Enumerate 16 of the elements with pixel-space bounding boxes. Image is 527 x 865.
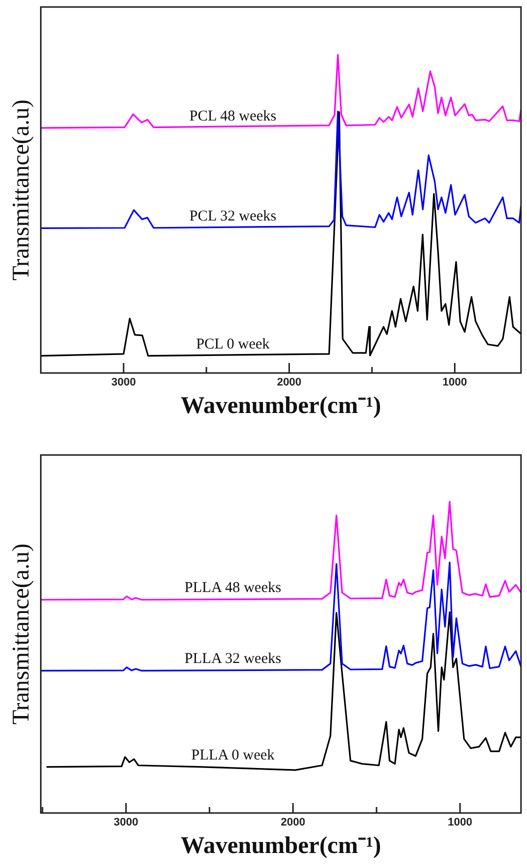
series-label: PCL 0 week	[196, 336, 270, 352]
y-axis-title: Transmittance(a.u)	[8, 543, 35, 725]
x-axis-title: Wavenumber(cm⁻¹)	[180, 832, 382, 859]
x-axis-title: Wavenumber(cm⁻¹)	[180, 392, 382, 419]
series-label: PCL 32 weeks	[189, 208, 277, 225]
x-tick-label: 1000	[442, 376, 468, 389]
series-label: PLLA 0 week	[191, 747, 276, 764]
series-label: PLLA 48 weeks	[184, 580, 282, 596]
x-tick-label: 1000	[448, 816, 472, 829]
series-label: PCL 48 weeks	[189, 108, 277, 124]
y-axis-title: Transmittance(a.u)	[8, 99, 35, 281]
x-tick-label: 3000	[114, 816, 138, 829]
x-tick-label: 2000	[276, 376, 302, 389]
x-tick-label: 2000	[280, 816, 306, 829]
x-tick-label: 3000	[111, 376, 136, 389]
series-label: PLLA 32 weeks	[184, 651, 282, 668]
